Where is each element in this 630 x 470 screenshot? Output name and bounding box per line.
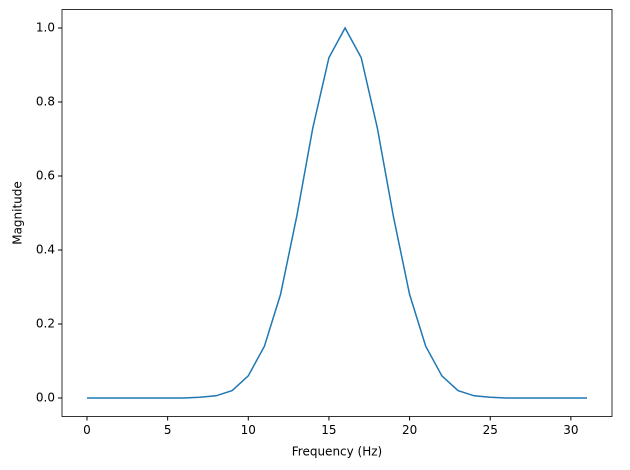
x-tick-label: 20 [402,423,417,437]
y-tick-label: 0.6 [36,169,55,183]
axes-frame [61,9,613,417]
x-tick-label: 10 [241,423,256,437]
y-tick-label: 0.2 [36,317,55,331]
y-tick-label: 0.0 [36,391,55,405]
x-tick-label: 5 [164,423,172,437]
y-tick-label: 1.0 [36,21,55,35]
x-tick-label: 15 [321,423,336,437]
y-axis-label: Magnitude [11,181,25,245]
x-tick-label: 25 [483,423,498,437]
y-tick-label: 0.8 [36,95,55,109]
x-tick-label: 30 [563,423,578,437]
y-tick-label: 0.4 [36,243,55,257]
line [87,26,587,399]
x-tick-label: 0 [83,423,91,437]
x-axis-label: Frequency (Hz) [292,445,383,459]
